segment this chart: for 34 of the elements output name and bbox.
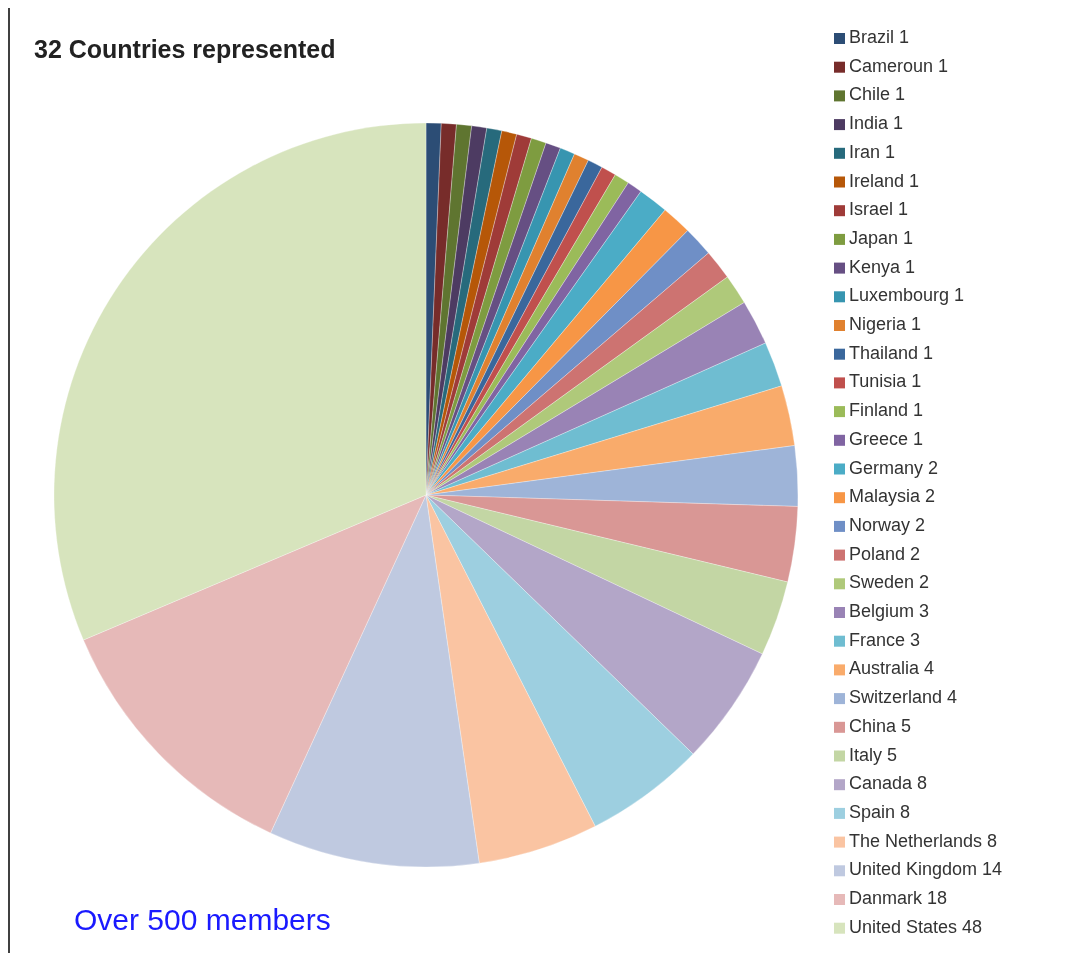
legend-label: Finland 1 [849,400,924,421]
legend-label: Chile 1 [849,84,906,105]
legend-label: Luxembourg 1 [849,285,965,306]
legend-label: Cameroun 1 [849,55,949,76]
legend-label: China 5 [849,715,912,736]
legend-label: Japan 1 [849,227,914,248]
legend-label: Spain 8 [849,801,911,822]
legend-label: Greece 1 [849,428,924,449]
legend-label: Tunisia 1 [849,371,922,392]
legend-label: Switzerland 4 [849,687,958,708]
legend-label: Israel 1 [849,199,909,220]
text: Over 500 members [74,903,331,936]
legend-label: Malaysia 2 [849,486,936,507]
legend-label: Norway 2 [849,514,926,535]
legend-label: France 3 [849,629,921,650]
legend-label: Poland 2 [849,543,921,564]
legend-label: Italy 5 [849,744,898,765]
legend-label: Kenya 1 [849,256,916,277]
legend-label: Canada 8 [849,773,928,794]
legend-label: United States 48 [849,916,983,937]
legend-label: United Kingdom 14 [849,859,1003,880]
legend-label: Danmark 18 [849,888,948,908]
legend-label: Sweden 2 [849,572,930,593]
chart-title: 32 Countries represented [34,35,336,63]
legend-label: Thailand 1 [849,342,934,363]
legend-label: Ireland 1 [849,170,920,191]
legend-label: Australia 4 [849,658,935,679]
legend-label: Belgium 3 [849,601,930,621]
legend-label: Germany 2 [849,457,939,478]
legend-label: Brazil 1 [849,27,910,47]
legend-label: Iran 1 [849,141,896,162]
legend-label: India 1 [849,113,904,134]
legend-label: The Netherlands 8 [849,830,998,851]
legend-label: Nigeria 1 [849,314,922,334]
